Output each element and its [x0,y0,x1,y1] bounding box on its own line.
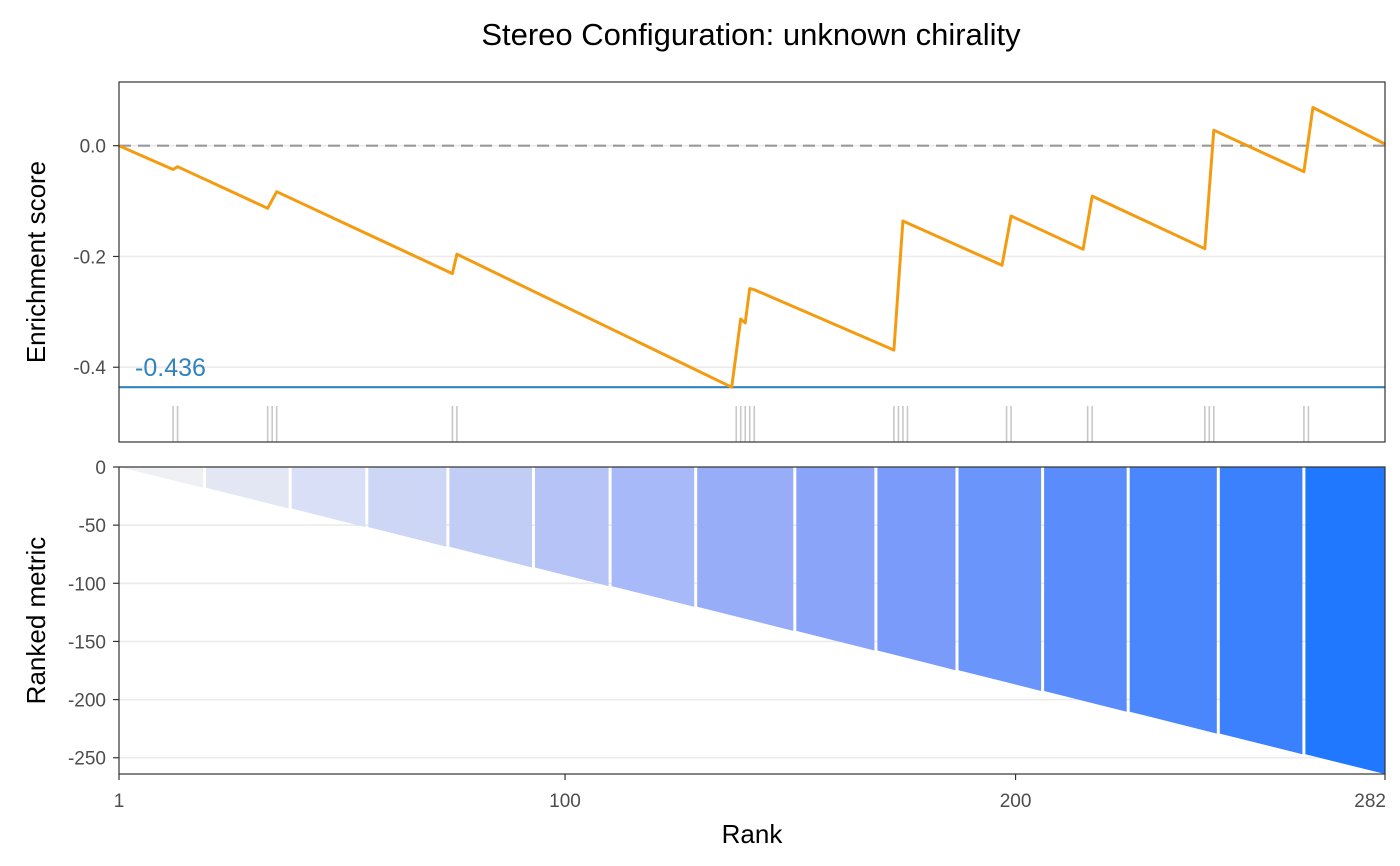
enrichment-y-axis: 0.0 -0.2 -0.4 [73,137,119,379]
ranked-metric-band [449,467,532,568]
ranked-metric-band [291,467,366,528]
rank-x-axis-title: Rank [722,819,784,849]
ranked-metric-y-tick-label: -200 [68,691,106,712]
ranked-metric-y-tick-label: -250 [68,749,106,770]
ranked-metric-band [958,467,1042,691]
ranked-metric-y-tick-label: -50 [79,516,106,537]
ranked-metric-band [796,467,875,651]
ranked-metric-y-tick-label: -100 [68,574,106,595]
enrichment-y-axis-title: Enrichment score [21,161,51,363]
ranked-metric-band [611,467,695,607]
ranked-metric-band [1044,467,1127,712]
ranked-metric-y-tick-label: -150 [68,632,106,653]
ranked-metric-panel: 0 -50 -100 -150 -200 -250 1 100 200 282 Ranked m… [21,458,1386,849]
enrichment-gridlines [119,144,1385,369]
enrichment-y-tick-label: -0.4 [73,358,106,379]
ranked-metric-band [1219,467,1303,755]
rank-x-tick-label: 282 [1354,791,1386,812]
ranked-metric-band [1129,467,1217,734]
ranked-metric-band [697,467,794,631]
hit-markers [172,406,1310,442]
ranked-metric-band [877,467,956,671]
ranked-metric-y-axis-title: Ranked metric [21,537,51,705]
rank-x-tick-label: 1 [114,791,125,812]
rank-x-axis: 1 100 200 282 [114,774,1386,812]
ranked-metric-y-axis: 0 -50 -100 -150 -200 -250 [68,458,119,770]
ranked-metric-band [368,467,447,547]
ranked-metric-band [119,467,204,488]
ranked-metric-band [535,467,609,587]
enrichment-score-panel: -0.436 0.0 -0.2 -0.4 Enrichment score [21,81,1386,443]
enrichment-score-line [118,106,1386,389]
enrichment-y-tick-label: 0.0 [80,137,106,158]
ranked-metric-band [206,467,289,509]
ranked-metric-panel-border [118,466,1386,775]
rank-x-tick-label: 200 [1000,791,1032,812]
ranked-metric-bands [119,467,1385,774]
enrichment-y-tick-label: -0.2 [73,247,106,268]
ranked-metric-band [1305,467,1385,774]
ranked-metric-y-tick-label: 0 [95,458,106,479]
enrichment-panel-border [118,81,1386,443]
minimum-score-label: -0.436 [135,354,206,382]
rank-x-tick-label: 100 [549,791,581,812]
chart-title: Stereo Configuration: unknown chirality [481,17,1021,52]
